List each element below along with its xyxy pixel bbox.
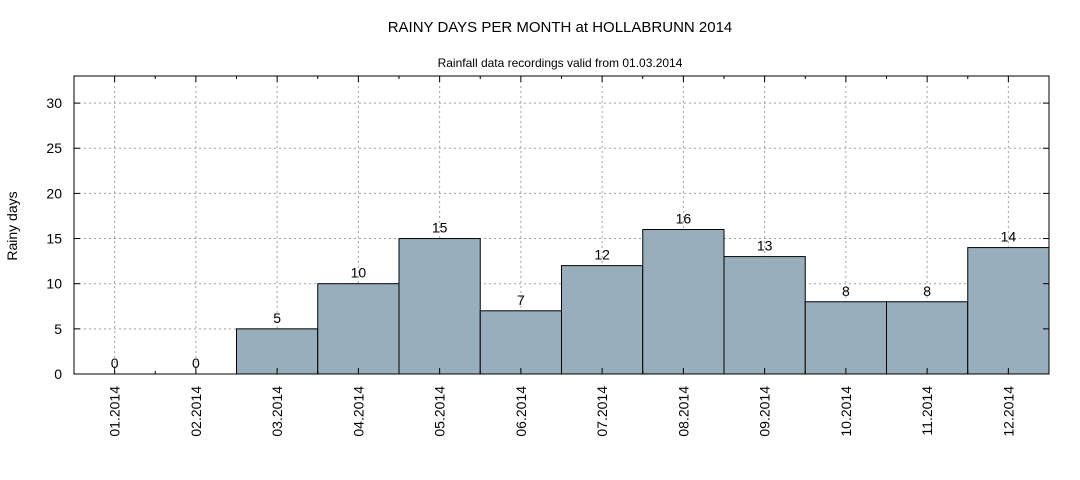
x-tick-label: 10.2014 <box>838 386 854 437</box>
x-tick-label: 01.2014 <box>107 386 123 437</box>
x-tick-label: 02.2014 <box>188 386 204 437</box>
bar-04.2014 <box>317 283 400 375</box>
bar-value-label: 14 <box>1001 229 1017 245</box>
bar-value-label: 8 <box>842 283 850 299</box>
x-tick-label: 12.2014 <box>1000 386 1016 437</box>
x-tick-label: 06.2014 <box>513 386 529 437</box>
chart-title: RAINY DAYS PER MONTH at HOLLABRUNN 2014 <box>388 19 733 36</box>
bar-value-label: 0 <box>192 355 200 371</box>
bar-value-label: 15 <box>432 220 448 236</box>
x-tick-label: 04.2014 <box>350 386 366 437</box>
bar-value-label: 5 <box>273 310 281 326</box>
y-tick-label: 25 <box>46 140 62 156</box>
x-tick-label: 07.2014 <box>594 386 610 437</box>
bar-value-label: 10 <box>351 265 367 281</box>
bar-11.2014 <box>886 301 969 375</box>
bar-value-label: 7 <box>517 292 525 308</box>
bar-12.2014 <box>967 247 1050 375</box>
y-tick-label: 20 <box>46 185 62 201</box>
bar-07.2014 <box>561 265 644 375</box>
bar-08.2014 <box>642 229 725 375</box>
plot-frame <box>73 75 1050 375</box>
y-tick-label: 10 <box>46 276 62 292</box>
bar-value-label: 12 <box>594 247 610 263</box>
bars-layer <box>236 229 1050 375</box>
y-tick-label: 30 <box>46 95 62 111</box>
bar-value-label: 8 <box>923 283 931 299</box>
x-tick-label: 08.2014 <box>675 386 691 437</box>
bar-value-label: 16 <box>676 211 692 227</box>
x-tick-label: 03.2014 <box>269 386 285 437</box>
y-axis-label: Rainy days <box>4 191 20 260</box>
y-tick-label: 0 <box>54 366 62 382</box>
bar-value-label: 0 <box>111 355 119 371</box>
labels-layer: 0 5 10 15 20 25 30 0 01.2014 0 02.2014 5 03.2014 10 04… <box>46 95 1016 437</box>
bar-05.2014 <box>398 238 481 375</box>
bar-10.2014 <box>804 301 887 375</box>
bar-06.2014 <box>479 310 562 375</box>
x-tick-label: 11.2014 <box>919 386 935 436</box>
bar-09.2014 <box>723 256 806 375</box>
bar-03.2014 <box>236 328 319 375</box>
x-tick-label: 05.2014 <box>432 386 448 437</box>
y-tick-label: 5 <box>54 321 62 337</box>
y-tick-label: 15 <box>46 231 62 247</box>
x-tick-label: 09.2014 <box>757 386 773 437</box>
chart-subtitle: Rainfall data recordings valid from 01.0… <box>438 56 683 70</box>
bar-value-label: 13 <box>757 238 773 254</box>
